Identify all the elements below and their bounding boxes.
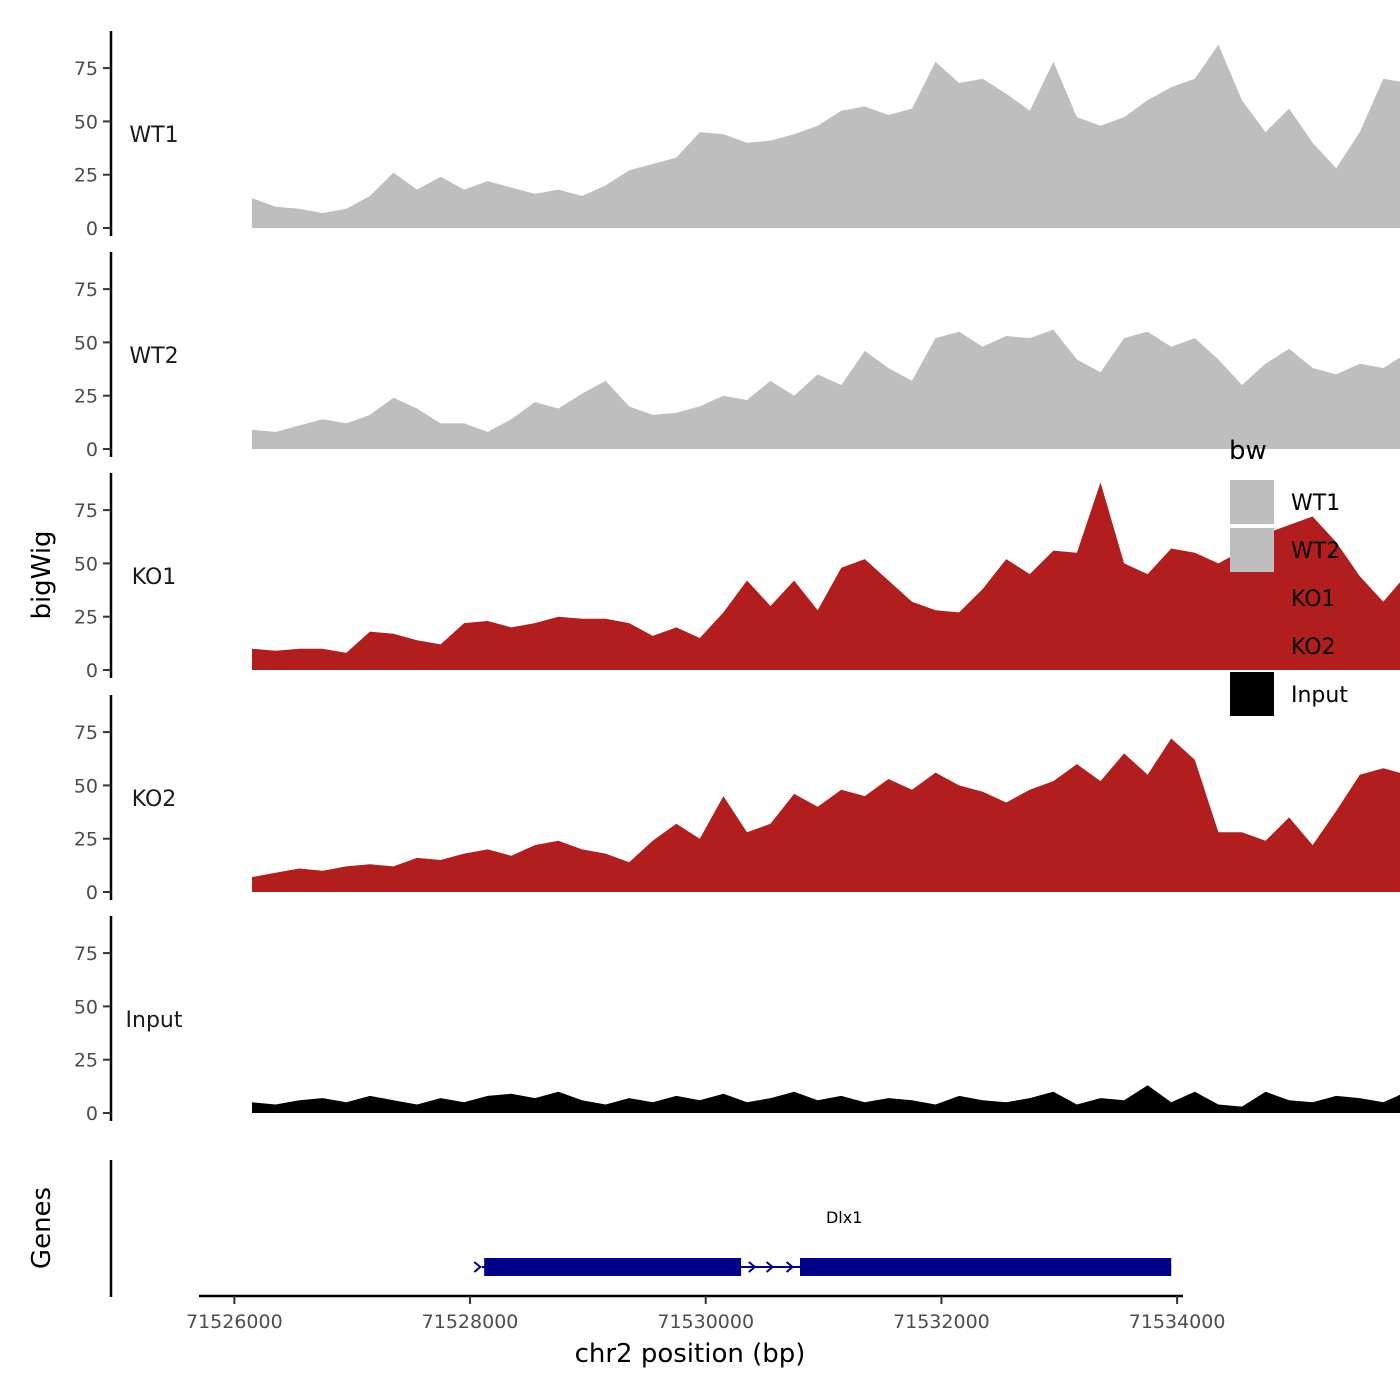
legend-key-wt2 [1230, 528, 1274, 572]
gene-track: Genes Dlx1 [27, 1160, 1172, 1297]
coverage-area-ko1 [252, 482, 1400, 670]
y-tick-label: 0 [86, 439, 98, 461]
y-tick-label: 25 [74, 829, 98, 851]
track-panel-wt2: 0 25 50 75 WT2 [74, 252, 1400, 461]
legend-key-ko2 [1230, 624, 1274, 668]
legend-label: WT1 [1291, 491, 1340, 516]
coverage-area-input [252, 1085, 1400, 1113]
legend-key-wt1 [1230, 480, 1274, 524]
track-label: WT1 [129, 123, 178, 148]
legend-label: WT2 [1291, 539, 1340, 564]
y-tick-label: 50 [74, 996, 98, 1018]
y-tick-label: 50 [74, 111, 98, 133]
y-tick-label: 75 [74, 58, 98, 80]
y-tick-label: 25 [74, 1050, 98, 1072]
coverage-area-wt1 [252, 44, 1400, 228]
strand-arrow [473, 1261, 482, 1273]
track-label: WT2 [129, 344, 178, 369]
track-panel-wt1: 0 25 50 75 WT1 [74, 31, 1400, 240]
x-tick-label: 71534000 [1129, 1311, 1226, 1333]
strand-arrow [785, 1261, 795, 1273]
track-panel-ko2: 0 25 50 75 KO2 [74, 695, 1400, 904]
track-panels: 0 25 50 75 WT1 0 25 50 75 WT2 0 25 50 75 KO1 0 25 50 75 KO2… [74, 31, 1400, 1125]
y-tick-label: 50 [74, 775, 98, 797]
legend-key-ko1 [1230, 576, 1274, 620]
y-tick-label: 75 [74, 722, 98, 744]
y-tick-label: 75 [74, 279, 98, 301]
legend-label: KO2 [1291, 635, 1336, 660]
legend-label: Input [1291, 683, 1348, 708]
strand-arrow [765, 1261, 775, 1273]
y-tick-label: 25 [74, 165, 98, 187]
genes-track-title: Genes [27, 1187, 57, 1269]
y-tick-label: 0 [86, 1103, 98, 1125]
y-tick-label: 0 [86, 660, 98, 682]
y-tick-label: 25 [74, 386, 98, 408]
x-axis: 71526000 71528000 71530000 71532000 71534000 [186, 1294, 1226, 1333]
y-tick-label: 0 [86, 218, 98, 240]
legend-key-input [1230, 672, 1274, 716]
legend-label: KO1 [1291, 587, 1336, 612]
legend-title: bw [1229, 436, 1267, 466]
strand-arrow [748, 1261, 757, 1273]
y-tick-label: 75 [74, 943, 98, 965]
track-panel-input: 0 25 50 75 Input [74, 916, 1400, 1125]
x-tick-label: 71528000 [422, 1311, 519, 1333]
legend: bw WT1 WT2 KO1 KO2 Input [1229, 436, 1348, 716]
gene-model [473, 1258, 1172, 1276]
y-tick-label: 0 [86, 882, 98, 904]
track-label: KO2 [132, 787, 177, 812]
gene-name-label: Dlx1 [826, 1208, 862, 1227]
coverage-area-ko2 [252, 738, 1400, 892]
track-panel-ko1: 0 25 50 75 KO1 [74, 473, 1400, 682]
y-tick-label: 25 [74, 607, 98, 629]
track-label: KO1 [132, 565, 177, 590]
x-tick-label: 71530000 [657, 1311, 754, 1333]
coverage-area-wt2 [252, 329, 1400, 449]
x-tick-label: 71526000 [186, 1311, 283, 1333]
gene-exon [484, 1258, 742, 1276]
y-axis-title: bigWig [27, 530, 57, 619]
y-tick-label: 75 [74, 500, 98, 522]
track-label: Input [126, 1008, 183, 1033]
gene-exon [800, 1258, 1172, 1276]
y-tick-label: 50 [74, 553, 98, 575]
x-axis-title: chr2 position (bp) [575, 1339, 806, 1369]
x-tick-label: 71532000 [893, 1311, 990, 1333]
y-tick-label: 50 [74, 332, 98, 354]
